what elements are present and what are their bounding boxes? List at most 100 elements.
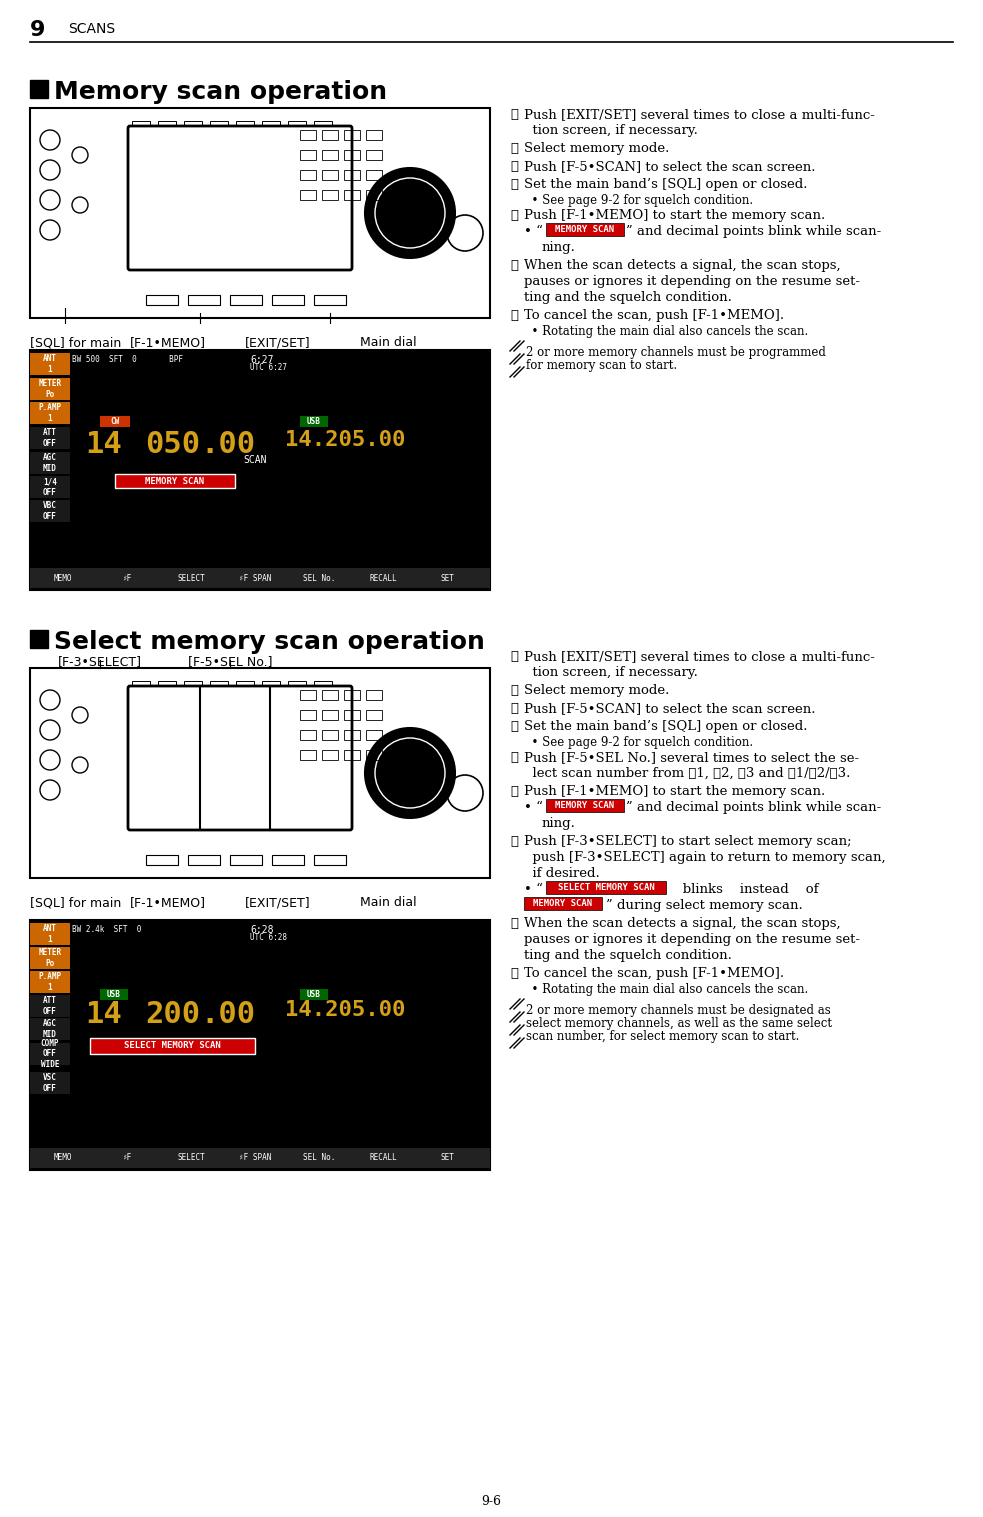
Text: Main dial: Main dial <box>360 897 417 909</box>
Text: 14: 14 <box>85 1000 122 1029</box>
Text: ⑤: ⑤ <box>510 209 518 221</box>
Text: tion screen, if necessary.: tion screen, if necessary. <box>524 124 698 137</box>
Text: ⑨: ⑨ <box>510 966 518 980</box>
Text: if desired.: if desired. <box>524 868 600 880</box>
Bar <box>146 856 178 865</box>
Bar <box>158 681 176 686</box>
Text: Push [F-5•SCAN] to select the scan screen.: Push [F-5•SCAN] to select the scan scree… <box>524 702 816 715</box>
Text: ♯F SPAN: ♯F SPAN <box>239 1153 271 1162</box>
Text: SELECT: SELECT <box>177 573 204 583</box>
Text: SELECT MEMORY SCAN: SELECT MEMORY SCAN <box>124 1042 220 1050</box>
Text: AGC
MID: AGC MID <box>43 1019 57 1039</box>
Bar <box>236 121 254 126</box>
Bar <box>314 856 346 865</box>
Text: tion screen, if necessary.: tion screen, if necessary. <box>524 666 698 680</box>
Bar <box>344 190 360 200</box>
Bar <box>300 730 316 740</box>
Text: [F-5•SEL No.]: [F-5•SEL No.] <box>188 655 272 667</box>
Text: 14: 14 <box>85 429 122 460</box>
Text: ting and the squelch condition.: ting and the squelch condition. <box>524 291 732 303</box>
Text: scan number, for select memory scan to start.: scan number, for select memory scan to s… <box>526 1030 799 1044</box>
Text: MEMORY SCAN: MEMORY SCAN <box>555 801 614 810</box>
Bar <box>30 378 70 400</box>
Text: [SQL] for main: [SQL] for main <box>30 897 121 909</box>
Text: .00: .00 <box>200 429 256 460</box>
Bar <box>30 1073 70 1094</box>
Text: Set the main band’s [SQL] open or closed.: Set the main band’s [SQL] open or closed… <box>524 721 807 733</box>
Bar <box>366 749 382 760</box>
Text: 1/4
OFF: 1/4 OFF <box>43 478 57 496</box>
Text: SET: SET <box>440 1153 454 1162</box>
Text: ning.: ning. <box>542 818 576 830</box>
Text: Main dial: Main dial <box>360 335 417 349</box>
Bar <box>546 223 624 237</box>
Bar <box>288 121 306 126</box>
Text: METER
Po: METER Po <box>38 948 62 968</box>
Bar <box>272 294 304 305</box>
Text: [F-1•MEMO]: [F-1•MEMO] <box>130 335 206 349</box>
Bar <box>230 294 262 305</box>
Text: pauses or ignores it depending on the resume set-: pauses or ignores it depending on the re… <box>524 275 860 288</box>
Bar <box>314 681 332 686</box>
Text: Select memory scan operation: Select memory scan operation <box>54 630 485 654</box>
Bar <box>30 402 70 423</box>
Text: ⑤: ⑤ <box>510 751 518 765</box>
Text: ⑧: ⑧ <box>510 916 518 930</box>
Text: • “: • “ <box>524 225 543 238</box>
Text: SEL No.: SEL No. <box>303 1153 335 1162</box>
Bar <box>300 710 316 721</box>
Bar <box>230 856 262 865</box>
Bar <box>132 121 150 126</box>
Text: MEMORY SCAN: MEMORY SCAN <box>555 225 614 234</box>
Bar <box>188 856 220 865</box>
Bar <box>314 294 346 305</box>
Text: 14.205.00: 14.205.00 <box>285 429 405 451</box>
Bar <box>30 1148 490 1168</box>
Bar <box>30 426 70 449</box>
Text: Select memory mode.: Select memory mode. <box>524 143 669 155</box>
Bar <box>322 710 338 721</box>
Bar <box>366 710 382 721</box>
Bar <box>300 190 316 200</box>
Text: 9: 9 <box>30 20 45 39</box>
Text: ATT
OFF: ATT OFF <box>43 428 57 448</box>
Text: ♯F: ♯F <box>122 573 132 583</box>
Bar <box>30 919 490 1170</box>
Bar <box>366 150 382 159</box>
Bar <box>322 150 338 159</box>
Text: P.AMP
1: P.AMP 1 <box>38 972 62 992</box>
Text: ③: ③ <box>510 702 518 715</box>
Bar <box>344 150 360 159</box>
Bar <box>30 1044 70 1065</box>
Text: ” during select memory scan.: ” during select memory scan. <box>606 900 803 912</box>
Bar <box>184 681 202 686</box>
Bar <box>30 108 490 319</box>
Text: 2 or more memory channels must be designated as: 2 or more memory channels must be design… <box>526 1004 831 1016</box>
Text: Memory scan operation: Memory scan operation <box>54 80 387 105</box>
Bar <box>184 121 202 126</box>
Text: [SQL] for main: [SQL] for main <box>30 335 121 349</box>
Bar <box>100 989 128 1000</box>
Text: UTC 6:27: UTC 6:27 <box>250 363 287 372</box>
Text: USB: USB <box>307 989 320 998</box>
Text: ” and decimal points blink while scan-: ” and decimal points blink while scan- <box>626 225 881 238</box>
Bar <box>158 121 176 126</box>
Bar <box>322 690 338 699</box>
Bar <box>524 897 602 910</box>
Bar <box>344 170 360 181</box>
Text: 6:28: 6:28 <box>250 925 273 934</box>
Text: RECALL: RECALL <box>370 1153 397 1162</box>
Text: To cancel the scan, push [F-1•MEMO].: To cancel the scan, push [F-1•MEMO]. <box>524 309 784 322</box>
Text: Push [EXIT/SET] several times to close a multi-func-: Push [EXIT/SET] several times to close a… <box>524 108 875 121</box>
Text: When the scan detects a signal, the scan stops,: When the scan detects a signal, the scan… <box>524 259 840 272</box>
Text: Push [F-1•MEMO] to start the memory scan.: Push [F-1•MEMO] to start the memory scan… <box>524 784 826 798</box>
Text: SET: SET <box>440 573 454 583</box>
Bar <box>236 681 254 686</box>
Bar <box>322 730 338 740</box>
Text: MEMORY SCAN: MEMORY SCAN <box>145 476 204 485</box>
Text: • Rotating the main dial also cancels the scan.: • Rotating the main dial also cancels th… <box>524 325 808 338</box>
Bar <box>366 130 382 140</box>
Text: ♯F SPAN: ♯F SPAN <box>239 573 271 583</box>
Text: • “: • “ <box>524 883 543 897</box>
Text: • See page 9-2 for squelch condition.: • See page 9-2 for squelch condition. <box>524 736 753 749</box>
